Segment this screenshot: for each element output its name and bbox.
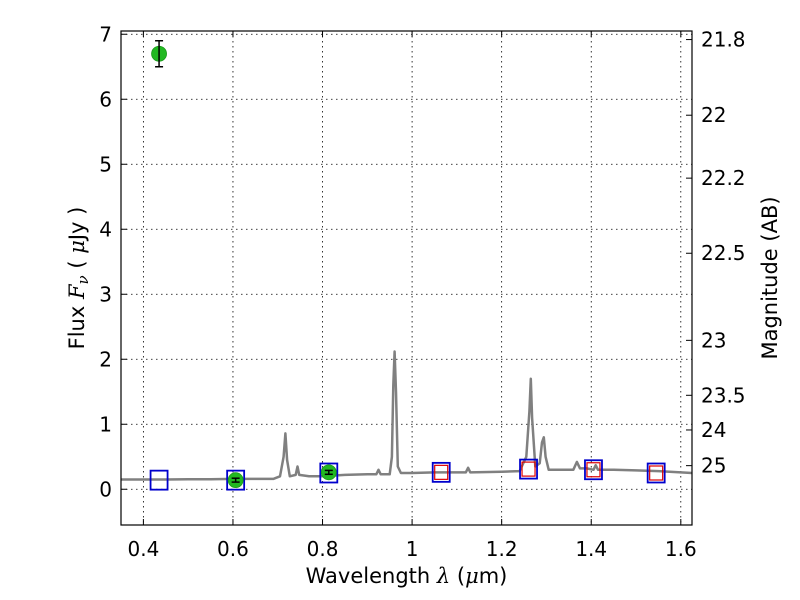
mag-tick-label: 25 [701,454,726,478]
blue-square-marker [431,461,451,483]
red-square-marker [521,461,536,477]
blue-square-marker [149,469,169,491]
mag-tick-label: 21.8 [701,28,746,52]
red-square-marker [649,465,664,481]
y-tick-label: 1 [99,412,112,436]
x-tick-label: 1.6 [665,537,697,561]
y-tick-label: 5 [99,152,112,176]
y-tick-label: 0 [99,477,112,501]
mag-tick-label: 22.5 [701,241,746,265]
y2-axis-label: Magnitude (AB) [758,196,782,359]
x-tick-label: 1.2 [486,537,518,561]
mag-tick-label: 23 [701,328,726,352]
plot-frame [120,30,693,526]
grid-lines [121,31,692,525]
mag-tick-label: 22 [701,103,726,127]
blue-square-marker [646,462,666,484]
x-tick-label: 1 [406,537,419,561]
blue-square-marker [519,458,538,480]
data-markers [149,40,666,491]
x-tick-label: 1.4 [575,537,607,561]
mag-tick-label: 23.5 [701,383,746,407]
red-square-marker [586,462,601,478]
blue-square-marker [319,462,339,484]
y-tick-label: 4 [99,217,112,241]
blue-square-marker [584,459,603,481]
y-tick-label: 2 [99,347,112,371]
mag-tick-label: 24 [701,418,726,442]
y-tick-label: 6 [99,87,112,111]
red-square-marker [434,464,449,480]
x-axis-label: Wavelength λ (μm) [306,564,508,588]
x-tick-label: 0.6 [217,537,249,561]
x-tick-label: 0.4 [127,537,159,561]
mag-tick-label: 22.2 [701,166,746,190]
blue-square-marker [226,469,246,491]
x-tick-label: 0.8 [307,537,339,561]
y-tick-label: 3 [99,282,112,306]
y-tick-label: 7 [99,22,112,46]
y-axis-label: Flux Fν ( μJy ) [65,207,92,350]
spectrum-line [121,350,693,481]
